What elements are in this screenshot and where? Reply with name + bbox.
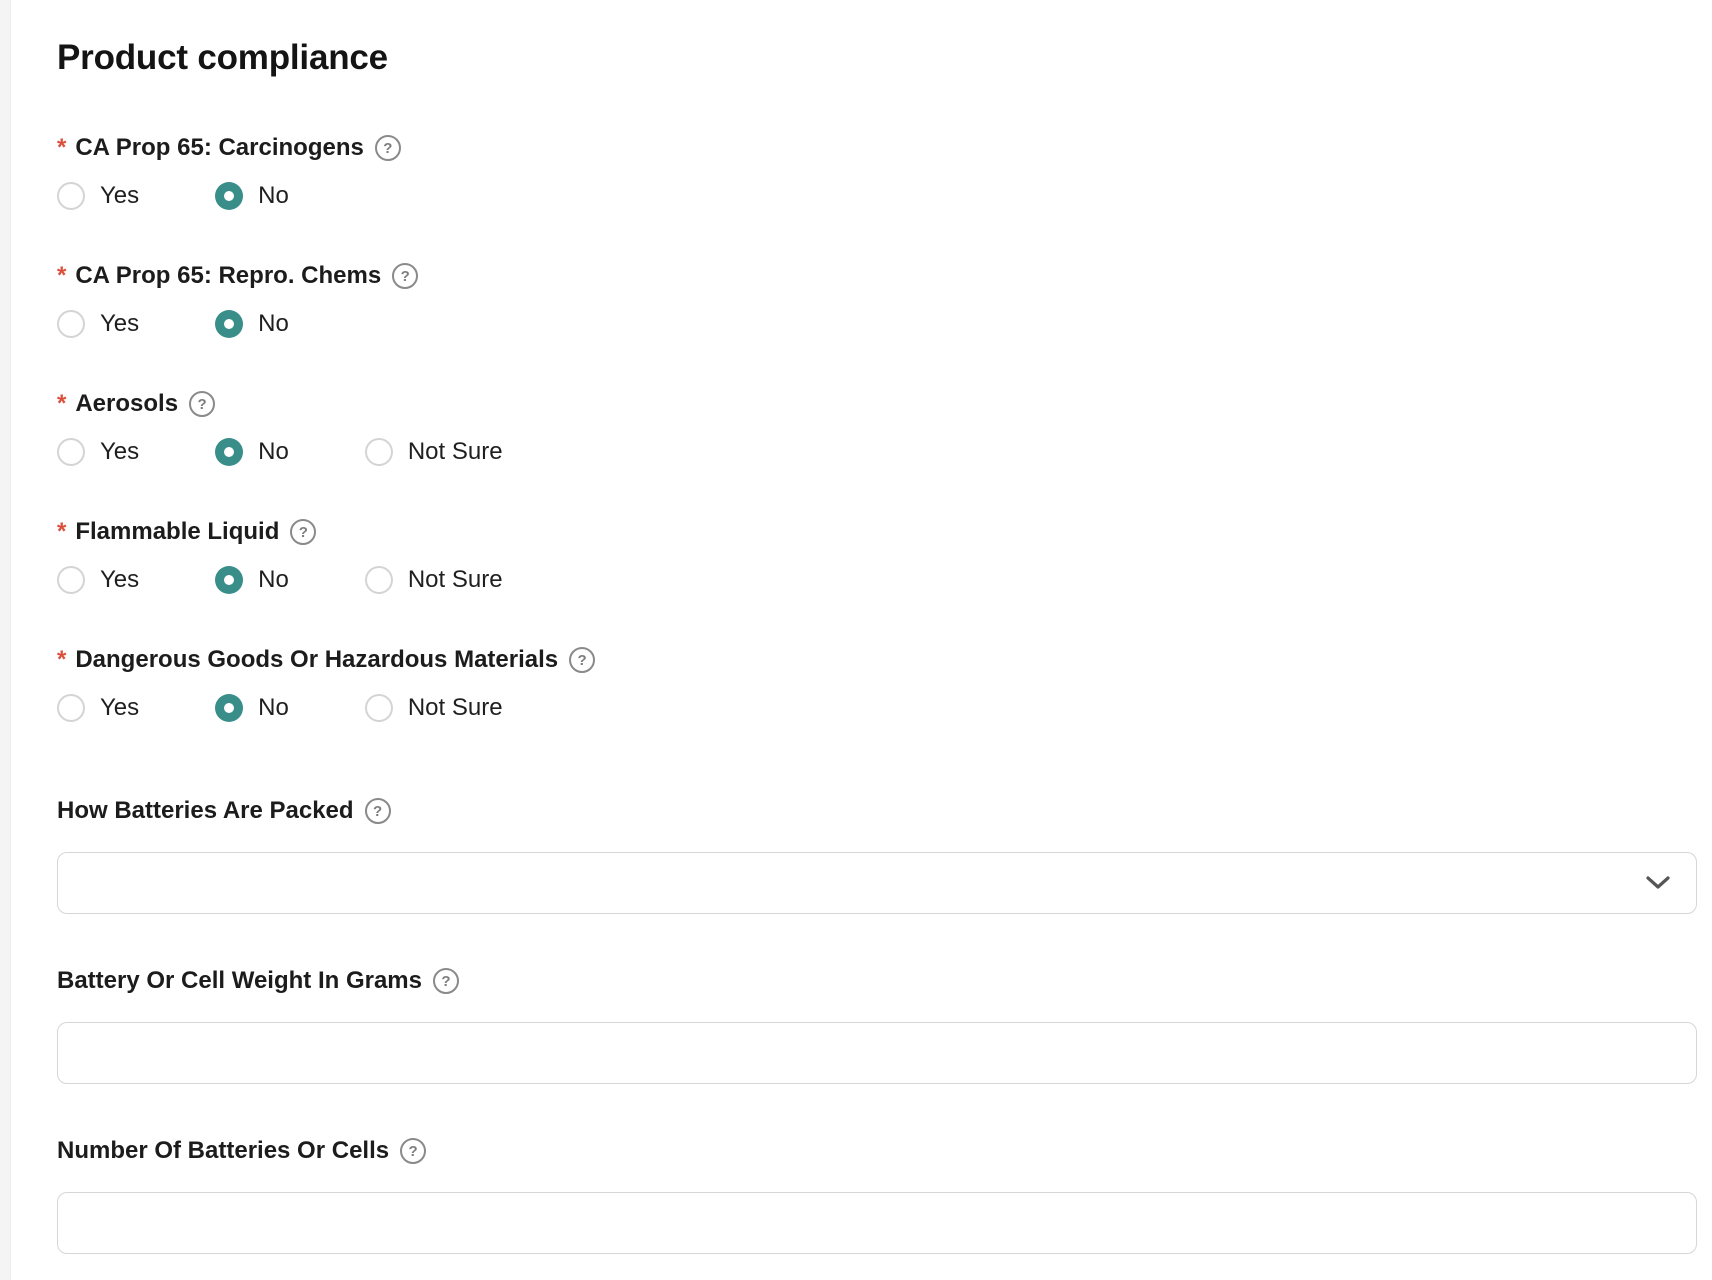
help-glyph: ? [408,1142,418,1160]
field-how-batteries-are-packed: How Batteries Are Packed ? [57,794,1697,914]
radio-option-label: Yes [100,310,140,337]
field-label: CA Prop 65: Repro. Chems [75,262,382,289]
page-title: Product compliance [57,38,388,77]
radio-option-label: Not Sure [407,694,503,721]
field-label: Number Of Batteries Or Cells [57,1137,390,1164]
field-label: Dangerous Goods Or Hazardous Materials [75,646,559,673]
radio-option-label: Yes [100,182,140,209]
required-asterisk: * [57,390,67,417]
field-label: How Batteries Are Packed [57,797,354,824]
help-glyph: ? [197,395,207,413]
radio-option-yes[interactable]: Yes [57,438,139,466]
radio-option-label: No [258,694,289,721]
radio-row: Yes No Not Sure [57,566,1697,594]
radio-icon[interactable] [57,438,85,466]
number-of-batteries-or-cells-input[interactable] [57,1192,1697,1254]
radio-icon[interactable] [57,566,85,594]
radio-group-aerosols: * Aerosols ? Yes No Not Sure [57,387,1697,466]
help-icon[interactable]: ? [364,798,391,824]
radio-group-ca-prop65-repro-chems: * CA Prop 65: Repro. Chems ? Yes No [57,259,1697,338]
radio-option-not-sure[interactable]: Not Sure [364,438,503,466]
help-icon[interactable]: ? [189,391,216,417]
radio-option-label: Yes [100,694,140,721]
radio-icon[interactable] [215,182,244,210]
field-battery-or-cell-weight: Battery Or Cell Weight In Grams ? [57,964,1697,1084]
radio-icon[interactable] [215,694,244,722]
radio-option-no[interactable]: No [215,310,289,338]
radio-row: Yes No Not Sure [57,694,1697,722]
radio-icon[interactable] [364,694,393,722]
required-asterisk: * [57,518,67,545]
help-icon[interactable]: ? [432,968,459,994]
radio-option-not-sure[interactable]: Not Sure [364,566,503,594]
field-label: Flammable Liquid [75,518,280,545]
radio-icon[interactable] [215,438,244,466]
required-asterisk: * [57,262,67,289]
field-label-row: * Aerosols ? [57,387,1697,421]
radio-icon[interactable] [57,310,85,338]
help-glyph: ? [400,267,410,285]
field-label-row: * Dangerous Goods Or Hazardous Materials… [57,643,1697,677]
field-label: Aerosols [75,390,179,417]
help-glyph: ? [577,651,587,669]
radio-option-label: Not Sure [407,566,503,593]
field-label: CA Prop 65: Carcinogens [75,134,364,161]
radio-option-label: No [258,438,289,465]
battery-fields-section: How Batteries Are Packed ? Battery Or Ce… [57,794,1697,1254]
required-asterisk: * [57,134,67,161]
page-left-gutter [0,0,11,1280]
battery-or-cell-weight-input[interactable] [57,1022,1697,1084]
radio-option-no[interactable]: No [215,694,289,722]
radio-option-no[interactable]: No [215,182,289,210]
radio-option-label: No [258,182,289,209]
radio-option-no[interactable]: No [215,438,289,466]
field-label-row: * CA Prop 65: Repro. Chems ? [57,259,1697,293]
radio-option-yes[interactable]: Yes [57,310,139,338]
field-label-row: * Flammable Liquid ? [57,515,1697,549]
how-batteries-are-packed-select[interactable] [57,852,1697,914]
radio-option-no[interactable]: No [215,566,289,594]
chevron-down-icon [1646,876,1670,889]
help-glyph: ? [441,972,451,990]
help-glyph: ? [372,802,383,820]
radio-icon[interactable] [215,566,244,594]
radio-option-label: Yes [100,438,140,465]
help-icon[interactable]: ? [290,519,317,545]
field-label-row: How Batteries Are Packed ? [57,794,1697,828]
radio-option-yes[interactable]: Yes [57,566,139,594]
radio-icon[interactable] [57,182,85,210]
radio-row: Yes No Not Sure [57,438,1697,466]
radio-option-label: No [258,566,289,593]
field-label-row: Number Of Batteries Or Cells ? [57,1134,1697,1168]
radio-groups: * CA Prop 65: Carcinogens ? Yes No * CA … [57,131,1697,722]
help-glyph: ? [383,139,393,157]
field-number-of-batteries-or-cells: Number Of Batteries Or Cells ? [57,1134,1697,1254]
radio-option-label: Not Sure [407,438,503,465]
help-icon[interactable]: ? [569,647,596,673]
radio-group-dangerous-goods: * Dangerous Goods Or Hazardous Materials… [57,643,1697,722]
field-label-row: * CA Prop 65: Carcinogens ? [57,131,1697,165]
radio-option-label: Yes [100,566,140,593]
radio-icon[interactable] [57,694,85,722]
radio-option-yes[interactable]: Yes [57,182,139,210]
required-asterisk: * [57,646,67,673]
product-compliance-section: Product compliance * CA Prop 65: Carcino… [57,0,1697,1254]
radio-icon[interactable] [215,310,244,338]
help-icon[interactable]: ? [392,263,419,289]
radio-option-not-sure[interactable]: Not Sure [364,694,503,722]
radio-row: Yes No [57,310,1697,338]
help-icon[interactable]: ? [400,1138,427,1164]
help-icon[interactable]: ? [374,135,401,161]
radio-icon[interactable] [364,566,393,594]
field-label: Battery Or Cell Weight In Grams [57,967,422,994]
radio-option-yes[interactable]: Yes [57,694,139,722]
radio-icon[interactable] [364,438,393,466]
help-glyph: ? [298,523,308,541]
field-label-row: Battery Or Cell Weight In Grams ? [57,964,1697,998]
radio-option-label: No [258,310,289,337]
radio-group-ca-prop65-carcinogens: * CA Prop 65: Carcinogens ? Yes No [57,131,1697,210]
radio-group-flammable-liquid: * Flammable Liquid ? Yes No Not Sure [57,515,1697,594]
radio-row: Yes No [57,182,1697,210]
